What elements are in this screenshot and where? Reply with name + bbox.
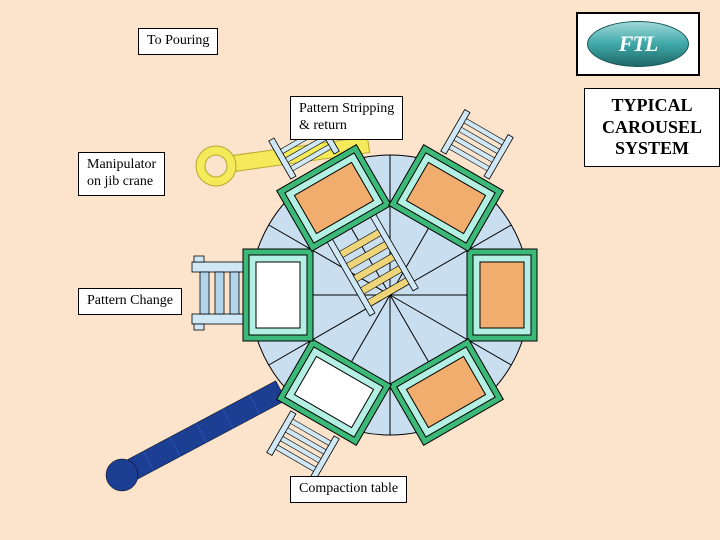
logo: FTL [576, 12, 700, 76]
label-manipulator: Manipulator on jib crane [78, 152, 165, 196]
label-pattern-change: Pattern Change [78, 288, 182, 315]
station-pattern-change [243, 249, 313, 341]
label-compaction-table: Compaction table [290, 476, 407, 503]
carousel-diagram [0, 0, 720, 540]
label-to-pouring: To Pouring [138, 28, 218, 55]
logo-text: FTL [587, 21, 689, 67]
compaction-arm [106, 381, 286, 491]
label-pattern-strip: Pattern Stripping & return [290, 96, 403, 140]
title: TYPICAL CAROUSEL SYSTEM [584, 88, 720, 167]
station-right [467, 249, 537, 341]
